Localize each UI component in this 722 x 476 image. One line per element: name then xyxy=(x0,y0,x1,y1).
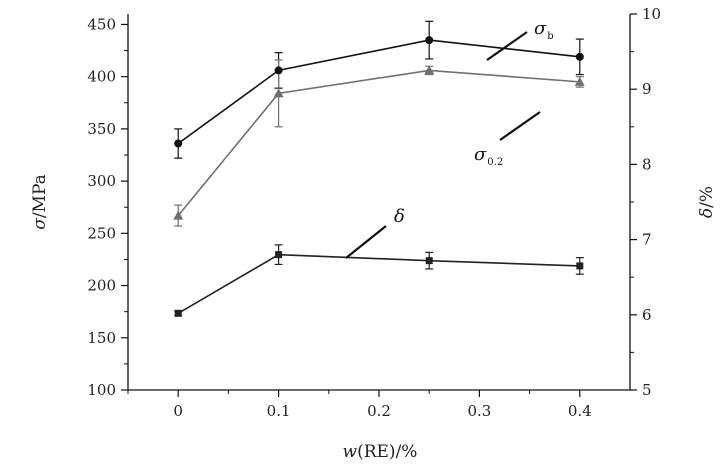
y-left-tick-label: 400 xyxy=(87,68,116,86)
error-bars xyxy=(174,20,584,317)
series-lines xyxy=(177,39,580,314)
series-3-point xyxy=(425,257,433,265)
y-left-tick-label: 100 xyxy=(87,381,116,399)
series-2-point xyxy=(173,210,184,220)
y-right-tick-label: 10 xyxy=(642,5,661,23)
series-1-label-symbol: σ xyxy=(534,18,547,39)
series-3-point xyxy=(174,309,182,317)
plot-frame xyxy=(127,14,631,391)
y-axis-title-right: δ/% xyxy=(697,186,717,218)
series-2-label-subscript: 0.2 xyxy=(487,157,503,168)
y-left-tick-label: 250 xyxy=(87,224,116,242)
y-left-tick-label: 150 xyxy=(87,329,116,347)
y-left-tick-label: 200 xyxy=(87,277,116,295)
series-2-point xyxy=(574,76,585,86)
series-1-line xyxy=(177,39,580,145)
series-markers xyxy=(173,36,585,317)
x-tick-label: 0.1 xyxy=(267,402,291,420)
series-3-leader-line xyxy=(345,225,387,259)
series-2-point xyxy=(424,65,435,75)
x-axis-title-symbol: w xyxy=(343,442,358,462)
series-3-line xyxy=(177,253,580,314)
x-tick-label: 0.3 xyxy=(467,402,491,420)
y-left-tick-label: 350 xyxy=(87,120,116,138)
series-1-label-subscript: b xyxy=(547,31,553,42)
y-right-tick-label: 9 xyxy=(642,80,652,98)
y-axis-title-left-unit: /MPa xyxy=(30,174,50,218)
x-tick-label: 0 xyxy=(173,402,183,420)
y-axis-title-right-symbol: δ xyxy=(697,208,717,218)
y-axis-title-left: σ/MPa xyxy=(30,174,50,230)
series-2-leader-line xyxy=(499,111,541,141)
series-3-point xyxy=(275,251,283,259)
series-2-point xyxy=(273,88,284,98)
y-right-tick-label: 8 xyxy=(642,155,652,173)
series-1-point xyxy=(174,139,183,148)
series-2-line xyxy=(177,69,580,217)
series-3-point xyxy=(576,262,584,270)
x-tick-label: 0.4 xyxy=(568,402,592,420)
series-2-label-symbol: σ xyxy=(474,144,487,165)
series-1-leader-line xyxy=(486,31,528,61)
y-axis-title-left-symbol: σ xyxy=(30,218,50,230)
series-1-point xyxy=(425,36,434,45)
y-right-tick-label: 6 xyxy=(642,306,652,324)
series-3-label-symbol: δ xyxy=(394,206,405,227)
series-1-point xyxy=(575,52,584,61)
x-tick-label: 0.2 xyxy=(367,402,391,420)
y-axis-title-right-unit: /% xyxy=(697,186,717,208)
y-left-tick-label: 300 xyxy=(87,172,116,190)
series-2-label: σ0.2 xyxy=(474,144,503,168)
y-left-tick-label: 450 xyxy=(87,15,116,33)
x-axis-title: w(RE)/% xyxy=(343,442,418,462)
series-3-label: δ xyxy=(394,206,405,227)
series-1-point xyxy=(274,66,283,75)
y-right-tick-label: 5 xyxy=(642,381,652,399)
series-1-label: σb xyxy=(534,18,554,42)
y-right-tick-label: 7 xyxy=(642,231,652,249)
axis-ticks: 0 0.1 0.2 0.3 0.4 100 150 200 250 300 350 400 450 5 6 7… xyxy=(87,5,661,420)
x-axis-title-unit: (RE)/% xyxy=(357,442,417,462)
